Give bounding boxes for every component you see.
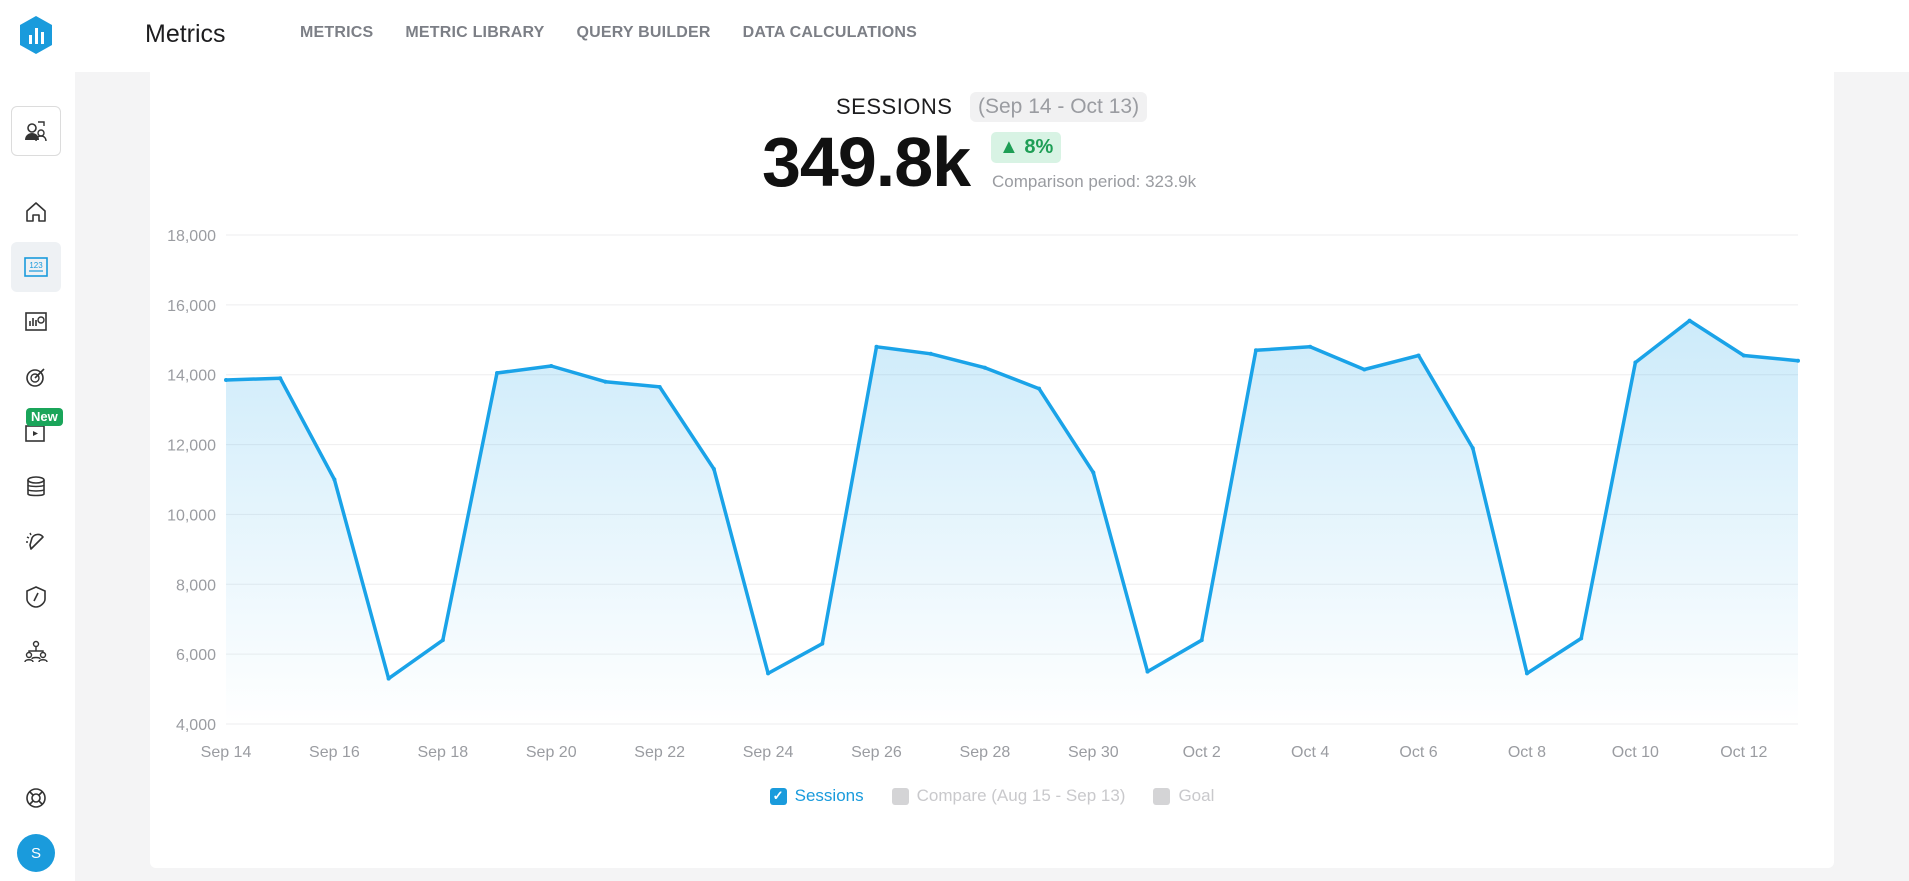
x-tick-label: Sep 26 xyxy=(851,744,902,761)
delta-badge: ▲ 8% xyxy=(991,132,1062,163)
dashboard-icon[interactable] xyxy=(11,297,61,347)
data-point xyxy=(1524,671,1529,676)
user-switch-icon[interactable] xyxy=(11,106,61,156)
legend-label: Sessions xyxy=(794,786,864,805)
y-tick-label: 16,000 xyxy=(167,298,216,315)
data-point xyxy=(224,377,228,382)
x-tick-label: Sep 30 xyxy=(1068,744,1119,761)
data-point xyxy=(874,344,879,349)
legend-label: Compare (Aug 15 - Sep 13) xyxy=(916,786,1126,805)
data-point xyxy=(1633,360,1638,365)
x-tick-label: Oct 8 xyxy=(1508,744,1546,761)
top-nav: METRICS METRIC LIBRARY QUERY BUILDER DAT… xyxy=(300,24,917,42)
data-point xyxy=(386,676,391,681)
data-point xyxy=(1091,470,1096,475)
x-tick-label: Oct 10 xyxy=(1612,744,1659,761)
data-point xyxy=(603,379,608,384)
checkbox-unchecked-icon[interactable] xyxy=(1153,787,1171,805)
y-tick-label: 4,000 xyxy=(176,717,216,734)
chart-legend: ✓ Sessions Compare (Aug 15 - Sep 13) Goa… xyxy=(150,786,1834,806)
x-tick-label: Sep 22 xyxy=(634,744,685,761)
x-tick-label: Sep 18 xyxy=(417,744,468,761)
y-tick-label: 10,000 xyxy=(167,507,216,524)
nav-query-builder[interactable]: QUERY BUILDER xyxy=(576,24,711,41)
data-point xyxy=(711,467,716,472)
x-tick-label: Sep 16 xyxy=(309,744,360,761)
data-point xyxy=(1362,367,1367,372)
data-point xyxy=(1253,348,1258,353)
y-tick-label: 18,000 xyxy=(167,228,216,245)
x-tick-label: Sep 24 xyxy=(743,744,794,761)
metrics-123-icon[interactable]: 123 xyxy=(11,242,61,292)
data-point xyxy=(1741,353,1746,358)
legend-sessions[interactable]: ✓ Sessions xyxy=(769,786,864,806)
metric-card: SESSIONS (Sep 14 - Oct 13) 349.8k ▲ 8% C… xyxy=(150,72,1834,868)
data-point xyxy=(1145,669,1150,674)
database-icon[interactable] xyxy=(11,462,61,512)
comparison-text: Comparison period: 323.9k xyxy=(992,172,1197,191)
alerts-bell-icon[interactable] xyxy=(11,517,61,567)
checkbox-checked-icon[interactable]: ✓ xyxy=(769,787,787,805)
data-point xyxy=(495,370,500,375)
sessions-area-chart: 4,000 6,000 8,000 10,000 12,000 14,000 16,000 1… xyxy=(167,228,1800,761)
help-lifebuoy-icon[interactable] xyxy=(11,773,61,823)
team-icon[interactable] xyxy=(11,627,61,677)
page-title: Metrics xyxy=(145,20,226,48)
data-point xyxy=(1199,638,1204,643)
metric-value: 349.8k xyxy=(762,123,971,201)
top-bar: Metrics METRICS METRIC LIBRARY QUERY BUI… xyxy=(75,0,1909,72)
legend-compare[interactable]: Compare (Aug 15 - Sep 13) xyxy=(891,786,1126,806)
nav-metric-library[interactable]: METRIC LIBRARY xyxy=(405,24,545,41)
x-tick-label: Oct 6 xyxy=(1399,744,1437,761)
x-tick-label: Oct 4 xyxy=(1291,744,1329,761)
app-logo-icon[interactable] xyxy=(18,15,54,55)
goal-target-icon[interactable] xyxy=(11,352,61,402)
data-point xyxy=(766,671,771,676)
legend-label: Goal xyxy=(1178,786,1215,805)
data-point xyxy=(1416,353,1421,358)
x-tick-label: Sep 20 xyxy=(526,744,577,761)
series-line xyxy=(225,318,1799,681)
data-point xyxy=(1308,344,1313,349)
data-point xyxy=(820,641,825,646)
data-point xyxy=(982,365,987,370)
checkbox-unchecked-icon[interactable] xyxy=(891,787,909,805)
y-tick-label: 12,000 xyxy=(167,438,216,455)
user-avatar[interactable]: S xyxy=(17,834,55,872)
data-point xyxy=(549,363,554,368)
nav-metrics[interactable]: METRICS xyxy=(300,24,374,41)
new-badge: New xyxy=(26,408,63,426)
x-tick-label: Oct 2 xyxy=(1183,744,1221,761)
nav-data-calculations[interactable]: DATA CALCULATIONS xyxy=(742,24,918,41)
y-tick-label: 8,000 xyxy=(176,577,216,594)
data-point xyxy=(1579,636,1584,641)
date-range-picker[interactable]: (Sep 14 - Oct 13) xyxy=(970,92,1148,122)
gauge-icon[interactable] xyxy=(11,572,61,622)
sidebar: 123 New S xyxy=(0,0,75,881)
data-point xyxy=(657,384,662,389)
svg-text:123: 123 xyxy=(29,261,43,270)
data-point xyxy=(928,351,933,356)
series-area xyxy=(226,320,1798,724)
data-point xyxy=(1470,446,1475,451)
data-point xyxy=(440,638,445,643)
x-tick-label: Oct 12 xyxy=(1720,744,1767,761)
y-tick-label: 14,000 xyxy=(167,368,216,385)
metric-name: SESSIONS xyxy=(836,94,953,119)
data-point xyxy=(1796,358,1800,363)
x-tick-label: Sep 28 xyxy=(960,744,1011,761)
x-tick-label: Sep 14 xyxy=(201,744,252,761)
y-tick-label: 6,000 xyxy=(176,647,216,664)
legend-goal[interactable]: Goal xyxy=(1153,786,1214,806)
data-point xyxy=(332,477,337,482)
data-point xyxy=(278,376,283,381)
home-icon[interactable] xyxy=(11,187,61,237)
data-point xyxy=(1687,318,1692,323)
video-icon[interactable] xyxy=(11,407,61,457)
data-point xyxy=(1037,386,1042,391)
